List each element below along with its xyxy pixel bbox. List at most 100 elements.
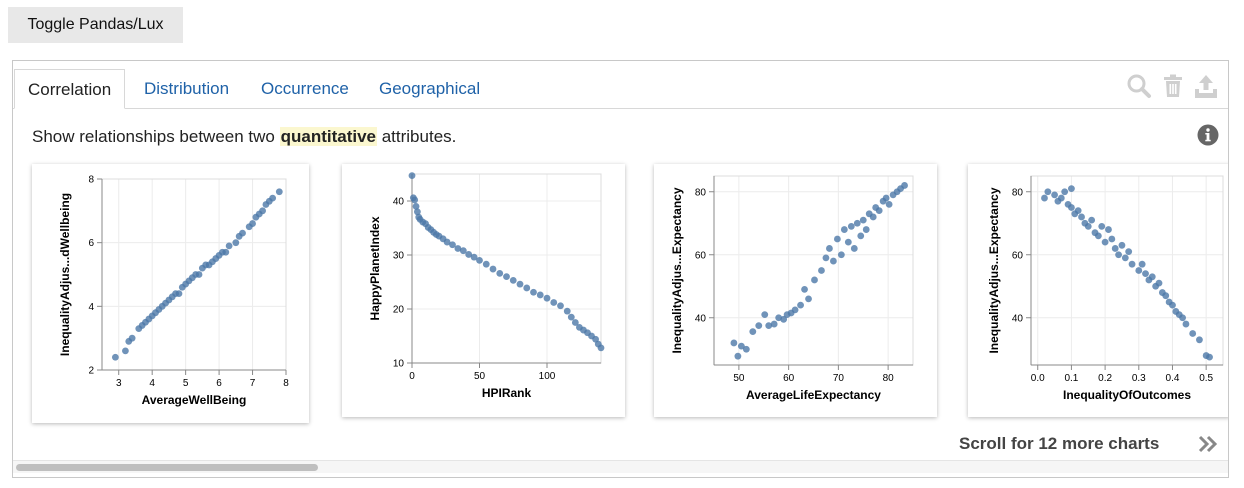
data-point <box>128 334 136 342</box>
data-point <box>1108 235 1116 243</box>
data-point <box>530 288 537 296</box>
data-point <box>1162 292 1170 300</box>
data-point <box>1121 254 1129 262</box>
data-point <box>239 229 246 237</box>
data-point <box>791 306 799 314</box>
data-point <box>1105 226 1112 233</box>
data-point <box>408 172 416 180</box>
tab-geographical[interactable]: Geographical <box>379 79 481 98</box>
data-point <box>503 273 510 280</box>
chart-card-inequality[interactable]: 0.0 0.1 0.2 0.3 0.4 0.5 40 60 80 InequalityOfOutc… <box>968 164 1228 417</box>
data-point <box>853 219 861 227</box>
x-tick-label: 60 <box>783 373 795 384</box>
x-tick-label: 70 <box>833 373 845 384</box>
x-axis-title: HPIRank <box>482 386 532 400</box>
horizontal-scrollbar[interactable] <box>13 460 1228 473</box>
data-point <box>1118 241 1126 249</box>
data-point <box>1074 207 1082 215</box>
info-icon[interactable] <box>1197 124 1219 146</box>
x-axis-title: AverageWellBeing <box>142 393 247 407</box>
data-point <box>412 203 420 210</box>
data-point <box>465 251 473 258</box>
data-point <box>1182 320 1190 328</box>
data-point <box>1044 188 1052 196</box>
x-axis-title: AverageLifeExpectancy <box>746 388 881 402</box>
data-point <box>1155 279 1163 287</box>
y-tick-label: 60 <box>695 250 707 261</box>
x-tick-label: 0.2 <box>1098 373 1112 384</box>
data-point <box>844 238 852 246</box>
scroll-more-label[interactable]: Scroll for 12 more charts <box>959 434 1160 453</box>
double-chevron-right-icon[interactable] <box>1196 432 1220 456</box>
data-point <box>1128 260 1136 268</box>
data-point <box>1135 267 1143 274</box>
data-point <box>885 200 893 208</box>
data-point <box>730 339 738 347</box>
data-point <box>516 280 524 288</box>
y-tick-label: 4 <box>88 302 94 313</box>
export-icon[interactable] <box>1193 73 1219 99</box>
y-axis-title: InequalityAdjus...Expectancy <box>987 187 1001 353</box>
description-highlight: quantitative <box>279 127 377 146</box>
data-point <box>496 269 504 277</box>
x-tick-label: 50 <box>474 371 486 382</box>
x-tick-label: 3 <box>116 378 122 389</box>
data-point <box>833 235 841 243</box>
data-point <box>543 294 551 302</box>
data-point <box>1068 185 1075 192</box>
tab-distribution[interactable]: Distribution <box>144 79 230 98</box>
data-point <box>780 315 788 323</box>
data-point <box>536 291 544 299</box>
data-point <box>1179 314 1186 322</box>
data-point <box>830 257 837 265</box>
data-point <box>737 342 745 350</box>
toggle-pandas-lux-button[interactable]: Toggle Pandas/Lux <box>8 7 183 43</box>
scrollbar-thumb[interactable] <box>16 464 318 471</box>
data-point <box>1111 245 1119 252</box>
x-tick-label: 80 <box>883 373 895 384</box>
data-point <box>449 241 456 249</box>
data-point <box>1041 194 1048 202</box>
data-point <box>411 196 419 204</box>
y-axis-title: InequalityAdjus...Expectancy <box>670 187 684 353</box>
data-point <box>1206 353 1213 361</box>
data-point <box>1125 248 1133 255</box>
data-point <box>1061 188 1069 196</box>
chart-card-life-expectancy[interactable]: 50 60 70 80 40 60 80 AverageLifeExpectancy Inequ… <box>654 164 937 417</box>
x-tick-label: 4 <box>149 378 155 389</box>
data-point <box>111 353 119 361</box>
data-point <box>1094 232 1102 240</box>
y-tick-label: 8 <box>88 175 94 186</box>
chart-card-hpi[interactable]: 0 50 100 10 20 30 40 HPIRank HappyPlanetIndex <box>342 164 625 417</box>
y-tick-label: 2 <box>88 366 94 377</box>
tab-occurrence[interactable]: Occurrence <box>261 79 349 98</box>
search-icon[interactable] <box>1126 73 1152 99</box>
chart-card-wellbeing[interactable]: 3 4 5 6 7 8 2 4 6 8 AverageWellBeing InequalityAdju… <box>32 164 309 423</box>
scatter-chart-life-expectancy: 50 60 70 80406080AverageLifeExpectancyInequ… <box>670 175 914 402</box>
data-point <box>557 302 564 310</box>
data-point <box>1115 251 1122 259</box>
x-tick-label: 5 <box>183 378 189 389</box>
data-point <box>489 265 497 273</box>
data-point <box>882 194 890 202</box>
y-tick-label: 40 <box>1012 313 1024 324</box>
tab-correlation[interactable]: Correlation <box>14 69 126 109</box>
x-tick-label: 7 <box>250 378 256 389</box>
lux-widget: Correlation Distribution Occurrence Geog… <box>12 60 1229 478</box>
x-tick-label: 0.0 <box>1031 373 1045 384</box>
y-tick-label: 30 <box>393 251 405 262</box>
x-tick-label: 0.4 <box>1166 373 1180 384</box>
data-point <box>805 295 812 303</box>
x-tick-label: 0.5 <box>1199 373 1213 384</box>
data-point <box>1057 194 1065 202</box>
data-point <box>1138 260 1146 268</box>
x-tick-label: 0.1 <box>1064 373 1078 384</box>
data-point <box>459 247 467 255</box>
data-point <box>567 313 575 321</box>
x-axis-title: InequalityOfOutcomes <box>1063 388 1191 402</box>
scatter-chart-hpi: 0 50 100 10 20 30 40 HPIRank HappyPlanetIndex <box>368 172 605 400</box>
x-tick-label: 8 <box>283 378 289 389</box>
x-tick-label: 0 <box>409 371 415 382</box>
y-axis-title: InequalityAdjus...dWellbeing <box>58 193 72 356</box>
trash-icon[interactable] <box>1160 73 1186 99</box>
